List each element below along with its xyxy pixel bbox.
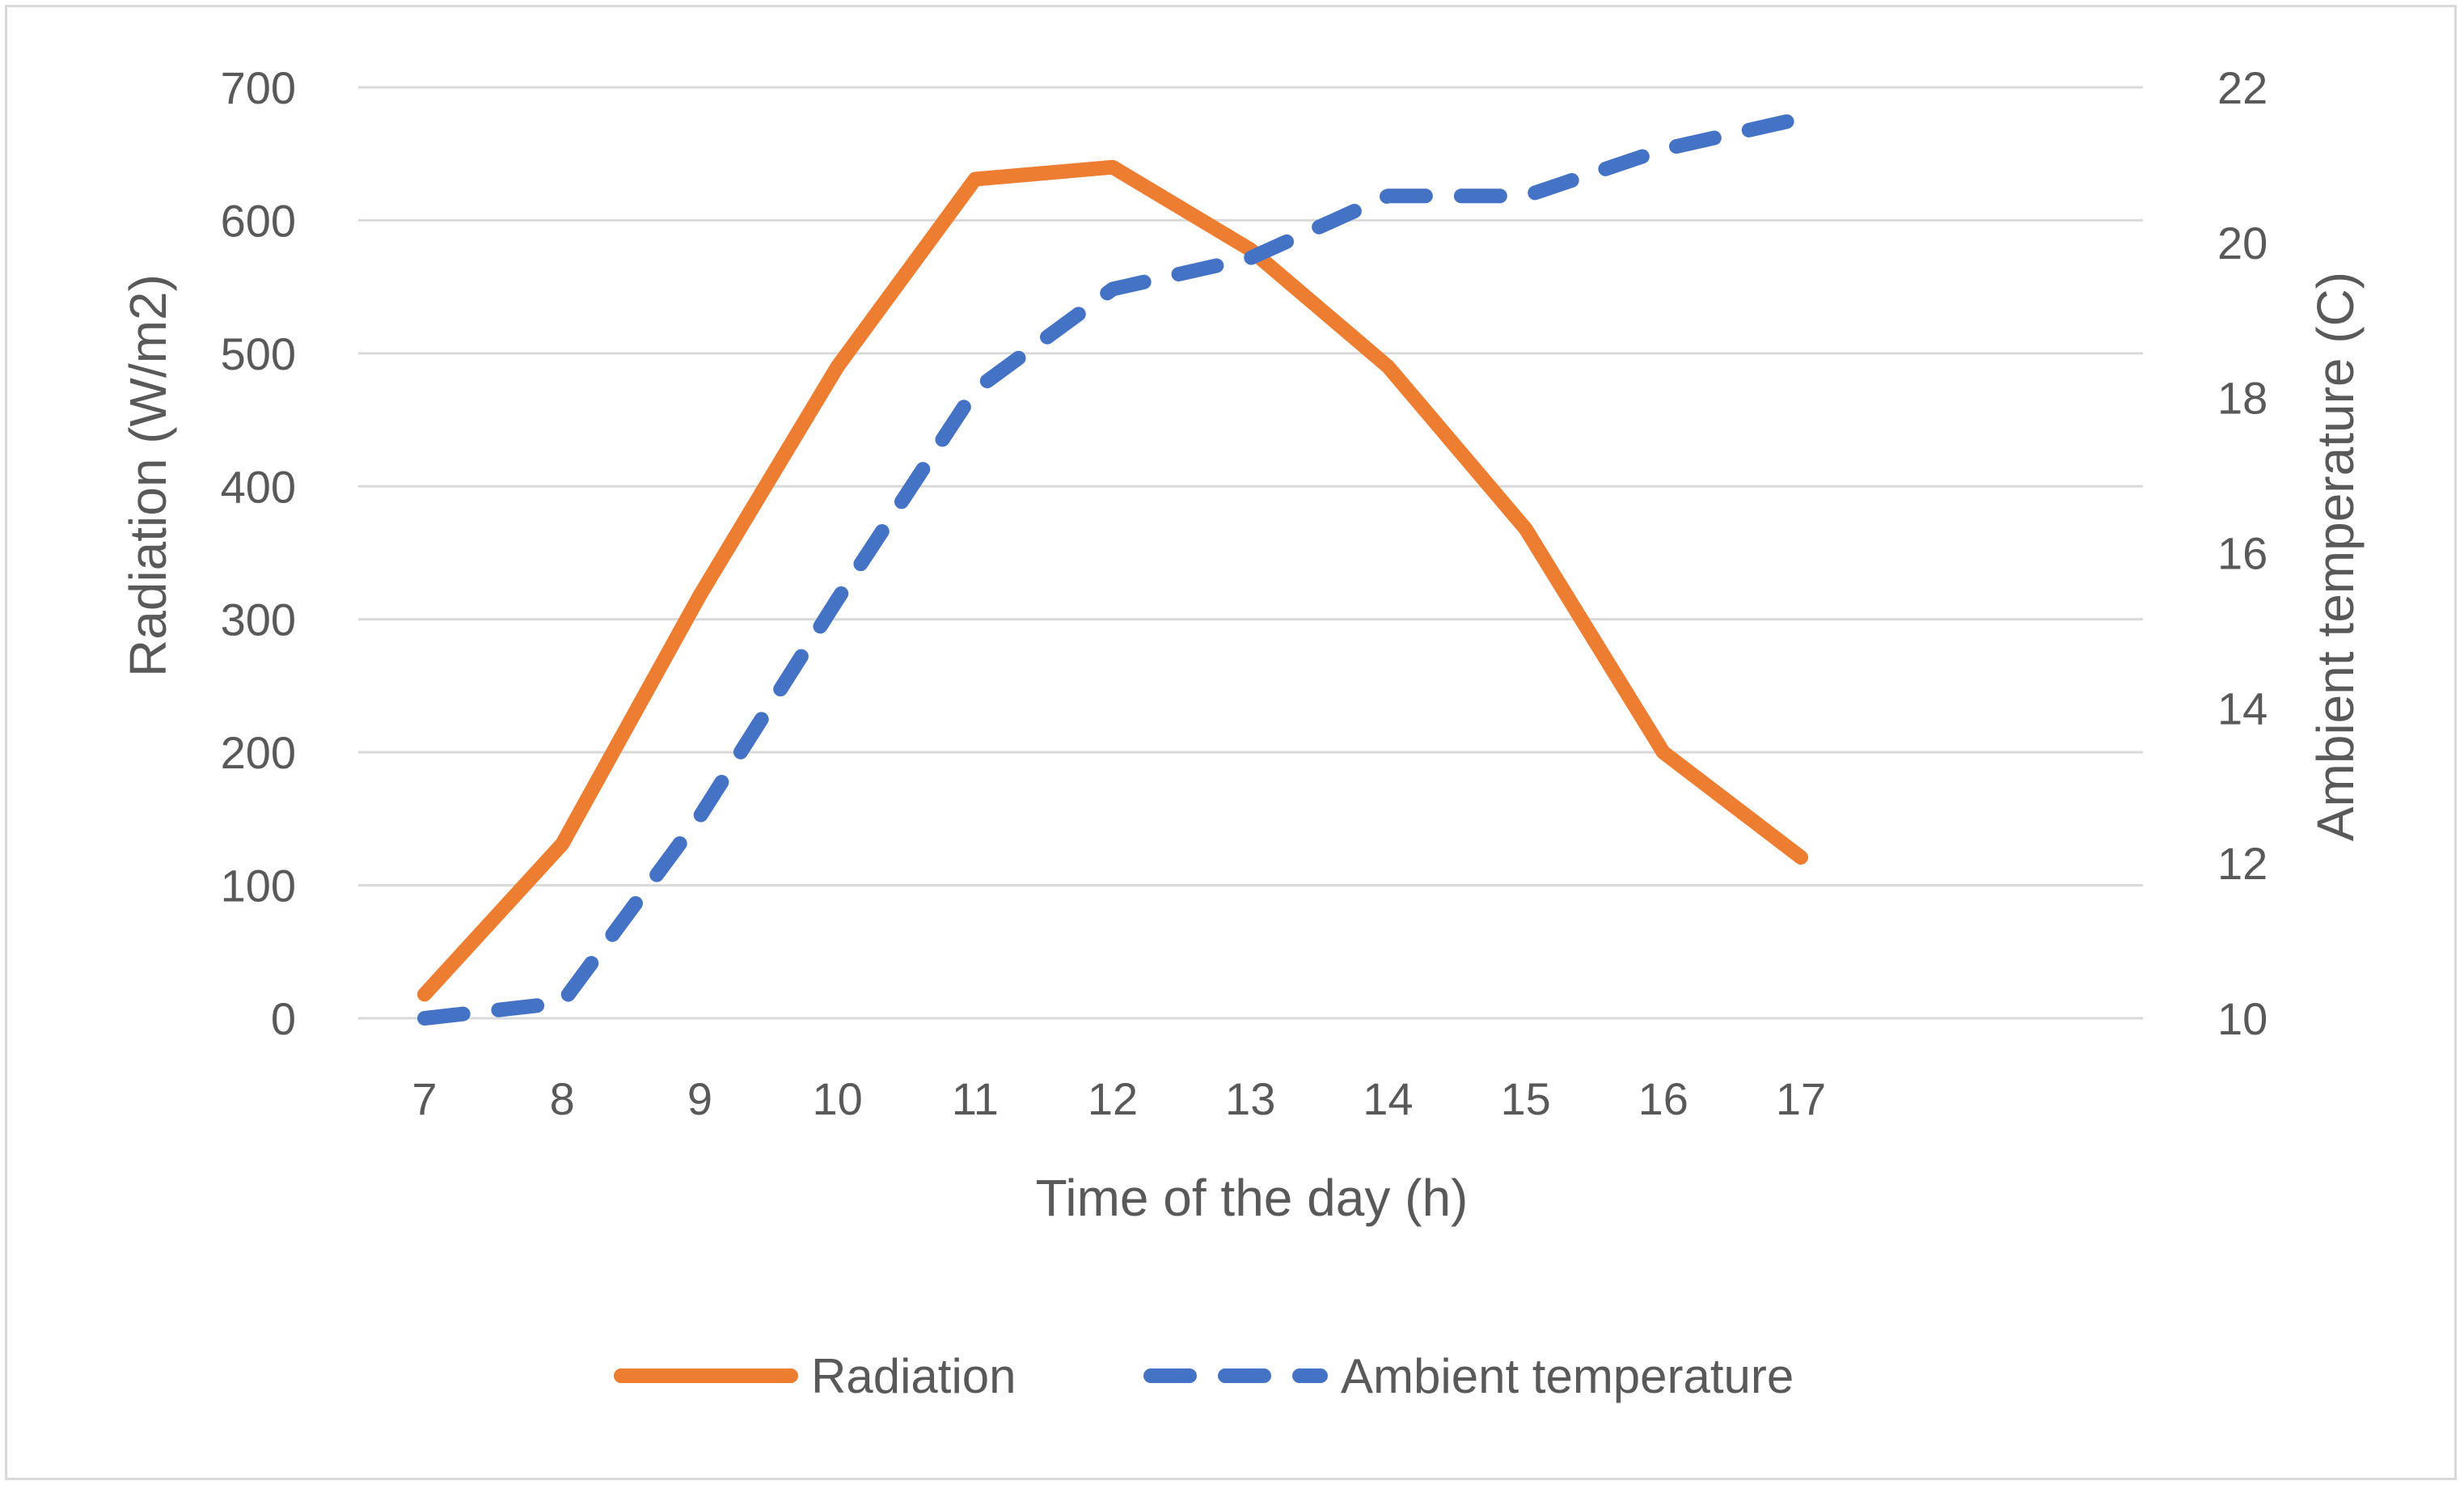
- x-tick-label: 9: [687, 1073, 712, 1124]
- legend-label-radiation: Radiation: [811, 1349, 1016, 1403]
- right-tick-label: 16: [2217, 528, 2267, 579]
- left-tick-label: 700: [221, 62, 296, 113]
- x-tick-label: 13: [1225, 1073, 1275, 1124]
- x-axis-title: Time of the day (h): [1036, 1169, 1469, 1227]
- gridlines: [358, 86, 2143, 1020]
- x-axis-ticks: 7 8 9 10 11 12 13 14 15 16 17: [412, 1073, 1826, 1124]
- left-axis-title: Radiation (W/m2): [119, 274, 177, 677]
- x-tick-label: 12: [1088, 1073, 1138, 1124]
- x-tick-label: 16: [1638, 1073, 1688, 1124]
- right-tick-label: 12: [2217, 838, 2267, 889]
- right-tick-label: 18: [2217, 373, 2267, 424]
- x-tick-label: 7: [412, 1073, 437, 1124]
- right-tick-label: 22: [2217, 62, 2267, 113]
- left-tick-label: 300: [221, 594, 296, 645]
- x-tick-label: 17: [1776, 1073, 1826, 1124]
- legend-label-ambient-temperature: Ambient temperature: [1341, 1349, 1794, 1403]
- right-axis-ticks: 10 12 14 16 18 20 22: [2217, 62, 2267, 1044]
- left-tick-label: 500: [221, 328, 296, 379]
- left-tick-label: 200: [221, 727, 296, 778]
- right-axis-title: Ambient temperature (C): [2306, 272, 2365, 841]
- x-tick-label: 10: [812, 1073, 862, 1124]
- left-tick-label: 400: [221, 461, 296, 512]
- series-layer: [417, 111, 1808, 1026]
- x-tick-label: 15: [1500, 1073, 1550, 1124]
- x-tick-label: 8: [550, 1073, 575, 1124]
- left-tick-label: 0: [271, 993, 296, 1044]
- x-tick-label: 14: [1363, 1073, 1413, 1124]
- chart-frame: [5, 5, 2457, 1480]
- right-tick-label: 10: [2217, 993, 2267, 1044]
- right-tick-label: 20: [2217, 218, 2267, 269]
- left-tick-label: 100: [221, 861, 296, 912]
- left-axis-ticks: 0 100 200 300 400 500 600 700: [221, 62, 296, 1044]
- right-tick-label: 14: [2217, 683, 2267, 734]
- left-tick-label: 600: [221, 195, 296, 246]
- legend: Radiation Ambient temperature: [614, 1349, 1794, 1403]
- x-tick-label: 11: [952, 1073, 999, 1124]
- series-line-ambient-temperature: [417, 111, 1808, 1026]
